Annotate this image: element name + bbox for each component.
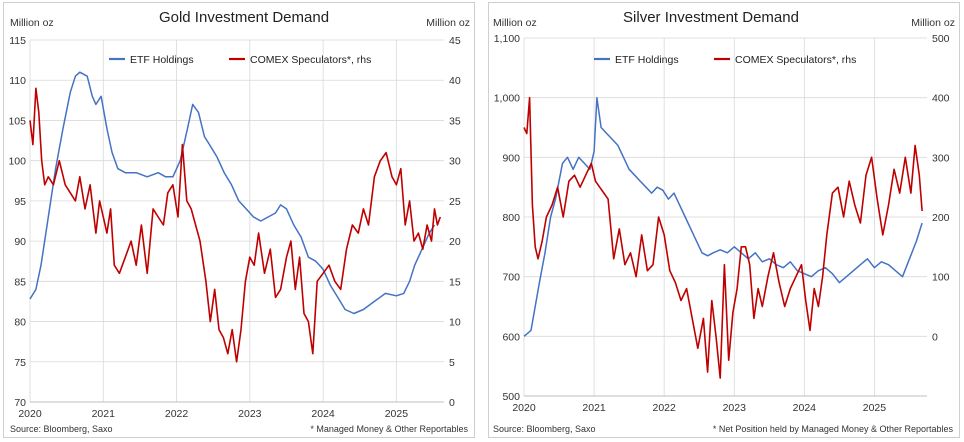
gold-x-tick-label: 2025 <box>385 408 409 420</box>
gold-y-tick-label: 105 <box>8 115 26 127</box>
gold-y2-tick-label: 25 <box>449 196 461 208</box>
gold-series-comex-speculators <box>29 87 442 363</box>
silver-y2-tick-label: 100 <box>932 272 950 284</box>
silver-y2-tick-label: 300 <box>932 152 950 164</box>
gold-y2-tick-label: 30 <box>449 156 461 168</box>
silver-chart: Silver Investment Demand Million oz Mill… <box>493 9 955 434</box>
silver-series-etf-holdings <box>523 96 923 337</box>
gold-y2-tick-label: 10 <box>449 317 461 329</box>
silver-x-tick-label: 2024 <box>793 402 817 414</box>
gold-y-tick-label: 70 <box>14 397 26 409</box>
silver-y2-tick-label: 500 <box>932 33 950 45</box>
gold-y-tick-label: 110 <box>9 75 26 87</box>
gold-y2-tick-label: 40 <box>449 75 461 87</box>
silver-y-tick-label: 1,000 <box>494 93 520 105</box>
gold-x-tick-label: 2020 <box>18 408 42 420</box>
gold-x-tick-label: 2022 <box>165 408 189 420</box>
silver-chart-panel: Silver Investment Demand Million oz Mill… <box>488 2 960 438</box>
gold-y2-tick-label: 0 <box>449 397 455 409</box>
gold-x-tick-label: 2021 <box>92 408 116 420</box>
silver-gridlines <box>523 37 927 397</box>
gold-source-note: Source: Bloomberg, Saxo <box>10 424 113 434</box>
gold-y2-tick-label: 5 <box>449 357 455 369</box>
silver-right-unit-label: Million oz <box>911 17 955 29</box>
silver-y-tick-label: 700 <box>502 272 520 284</box>
gold-series-etf-holdings <box>29 71 436 315</box>
silver-y2-tick-label: 0 <box>932 331 938 343</box>
gold-legend-label-0: ETF Holdings <box>130 54 194 66</box>
gold-footnote: * Managed Money & Other Reportables <box>310 424 468 434</box>
gold-y2-tick-label: 15 <box>449 276 461 288</box>
silver-x-tick-label: 2021 <box>582 402 606 414</box>
silver-x-tick-label: 2022 <box>652 402 676 414</box>
silver-source-note: Source: Bloomberg, Saxo <box>493 424 596 434</box>
silver-chart-title: Silver Investment Demand <box>623 9 799 26</box>
gold-chart-title: Gold Investment Demand <box>159 9 329 26</box>
silver-legend-label-0: ETF Holdings <box>615 54 679 66</box>
silver-footnote: * Net Position held by Managed Money & O… <box>713 424 954 434</box>
silver-y-tick-label: 900 <box>502 152 520 164</box>
silver-y-tick-label: 1,100 <box>494 33 520 45</box>
gold-y-tick-label: 80 <box>14 317 26 329</box>
gold-y2-tick-label: 20 <box>449 236 461 248</box>
silver-y2-tick-label: 200 <box>932 212 950 224</box>
gold-left-unit-label: Million oz <box>10 17 54 29</box>
gold-y-tick-label: 115 <box>9 35 26 47</box>
silver-y-tick-label: 600 <box>502 331 520 343</box>
gold-y-tick-label: 100 <box>8 156 26 168</box>
gold-y2-tick-label: 45 <box>449 35 461 47</box>
gold-y-tick-label: 75 <box>14 357 26 369</box>
gold-y-tick-label: 85 <box>14 276 26 288</box>
gold-right-unit-label: Million oz <box>426 17 470 29</box>
silver-x-tick-label: 2025 <box>863 402 887 414</box>
silver-x-tick-label: 2020 <box>512 402 536 414</box>
silver-series-comex-speculators <box>523 96 923 379</box>
gold-y-tick-label: 90 <box>14 236 26 248</box>
silver-x-tick-label: 2023 <box>723 402 747 414</box>
silver-y-tick-label: 500 <box>502 391 520 403</box>
silver-y-tick-label: 800 <box>502 212 520 224</box>
gold-chart-panel: Gold Investment Demand Million oz Millio… <box>3 2 475 438</box>
silver-legend-label-1: COMEX Speculators*, rhs <box>735 54 856 66</box>
gold-legend-label-1: COMEX Speculators*, rhs <box>250 54 371 66</box>
gold-chart: Gold Investment Demand Million oz Millio… <box>8 9 470 434</box>
silver-left-unit-label: Million oz <box>493 17 537 29</box>
gold-y-tick-label: 95 <box>14 196 26 208</box>
gold-x-tick-label: 2023 <box>238 408 262 420</box>
gold-y2-tick-label: 35 <box>449 115 461 127</box>
gold-x-tick-label: 2024 <box>311 408 335 420</box>
silver-y2-tick-label: 400 <box>932 93 950 105</box>
